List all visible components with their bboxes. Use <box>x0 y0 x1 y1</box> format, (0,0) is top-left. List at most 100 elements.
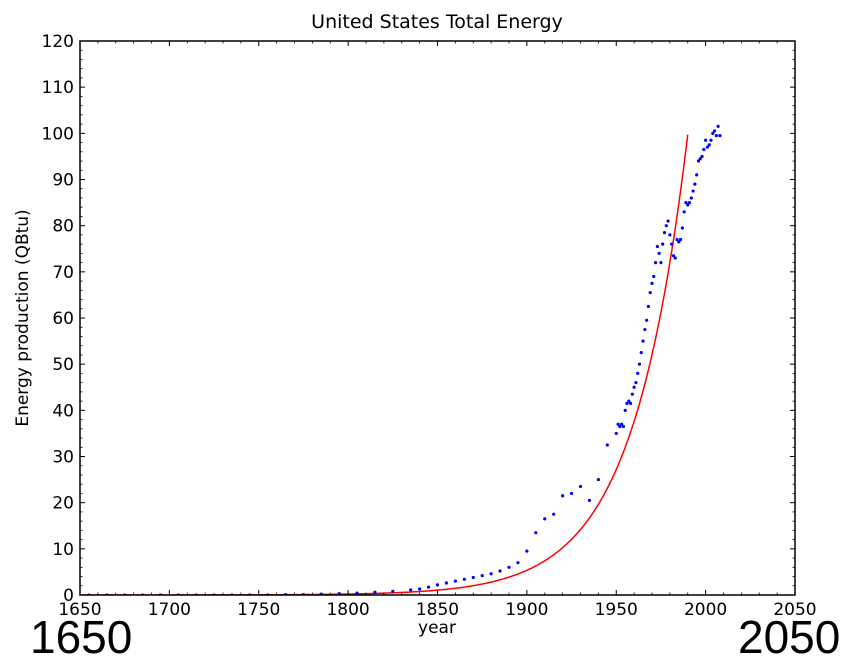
data-point <box>516 561 520 565</box>
data-point <box>716 124 720 129</box>
data-point <box>677 240 681 244</box>
data-point <box>650 281 654 285</box>
data-point <box>714 134 718 138</box>
data-point <box>620 422 624 426</box>
y-tick-label: 80 <box>52 217 74 237</box>
y-tick-label: 0 <box>63 586 74 606</box>
x-tick-label: 1800 <box>326 600 369 620</box>
data-point <box>444 581 449 585</box>
data-point <box>670 242 674 246</box>
x-tick-label: 1650 <box>58 600 101 620</box>
fit-curve <box>80 134 689 595</box>
data-point <box>712 129 717 133</box>
data-point <box>634 381 638 385</box>
data-point <box>646 304 651 309</box>
data-point <box>628 401 633 406</box>
data-point <box>700 154 704 159</box>
data-point <box>668 233 672 237</box>
data-point <box>637 362 642 366</box>
data-point <box>664 224 668 228</box>
data-point <box>659 261 663 265</box>
data-point <box>578 484 583 489</box>
data-point <box>684 200 688 205</box>
y-tick-label: 10 <box>52 540 74 560</box>
data-point <box>616 422 620 426</box>
data-point <box>661 242 665 246</box>
data-point <box>671 254 676 258</box>
data-point <box>666 219 670 223</box>
data-point <box>489 572 493 576</box>
x-tick-label: 1900 <box>505 600 548 620</box>
data-point <box>453 579 457 583</box>
data-point <box>625 401 629 406</box>
y-tick-label: 60 <box>52 309 74 329</box>
x-tick-label: 1750 <box>237 600 280 620</box>
data-point <box>645 318 649 322</box>
data-point <box>709 138 713 142</box>
data-point <box>435 583 440 587</box>
x-tick-label: 1700 <box>148 600 191 620</box>
data-point <box>673 256 677 260</box>
data-point <box>543 517 547 521</box>
data-point <box>657 251 661 255</box>
data-point <box>605 443 609 447</box>
plot-frame <box>79 40 796 596</box>
data-point <box>705 145 710 149</box>
data-point <box>682 210 686 214</box>
data-point <box>679 237 683 242</box>
data-point <box>534 531 538 535</box>
data-point <box>409 588 413 592</box>
data-point <box>636 371 640 375</box>
data-point <box>687 200 692 205</box>
data-point <box>641 339 645 343</box>
data-point <box>627 399 631 403</box>
data-point <box>373 590 377 594</box>
y-tick-label: 40 <box>52 401 74 421</box>
data-point <box>704 138 708 142</box>
data-point <box>507 565 511 569</box>
data-point <box>462 577 466 581</box>
data-point <box>52 593 55 596</box>
data-point <box>426 585 431 589</box>
y-tick-label: 70 <box>52 263 74 283</box>
data-point <box>655 244 659 249</box>
data-point <box>355 591 359 595</box>
data-point <box>498 569 502 573</box>
data-point <box>686 203 690 207</box>
plot-area <box>52 124 722 596</box>
data-point <box>632 385 636 389</box>
data-point <box>614 431 618 436</box>
data-point <box>561 494 565 498</box>
data-point <box>648 291 652 295</box>
x-tick-label: 2000 <box>684 600 727 620</box>
data-point <box>525 549 529 553</box>
data-point <box>718 134 722 138</box>
data-point <box>418 587 422 591</box>
x-tick-label: 1850 <box>416 600 459 620</box>
data-point <box>623 408 627 412</box>
y-tick-label: 50 <box>52 355 74 375</box>
chart-title: United States Total Energy <box>311 11 563 33</box>
data-point <box>621 424 626 429</box>
data-point <box>618 424 622 429</box>
data-point <box>698 157 702 161</box>
data-point <box>689 196 693 200</box>
data-point <box>691 189 695 193</box>
y-tick-label: 120 <box>42 32 74 52</box>
data-point <box>653 261 658 265</box>
range-end-label: 2050 <box>738 611 841 663</box>
data-point <box>696 159 701 163</box>
data-point <box>471 575 475 580</box>
y-axis: 0 10 20 30 40 50 60 70 80 90 100 110 120 <box>42 32 795 606</box>
data-point <box>480 574 484 578</box>
data-point <box>391 589 395 593</box>
data-point <box>552 512 556 516</box>
data-point <box>675 237 679 242</box>
x-axis-label: year <box>418 618 456 638</box>
data-point <box>707 143 711 147</box>
y-tick-label: 110 <box>42 78 74 98</box>
data-point <box>702 147 706 152</box>
data-point <box>680 226 684 230</box>
range-start-label: 1650 <box>30 611 133 663</box>
